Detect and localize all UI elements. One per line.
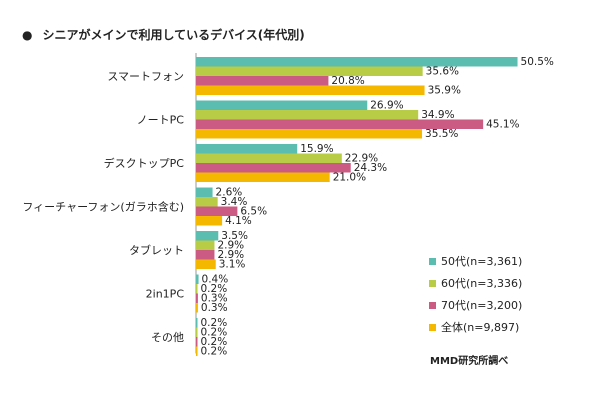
category-label: フィーチャーフォン(ガラホ含む) <box>22 200 184 214</box>
bar <box>196 284 198 294</box>
bar <box>196 85 425 95</box>
data-label: 26.9% <box>370 100 403 112</box>
legend-swatch <box>429 258 436 265</box>
category-label: デスクトップPC <box>104 156 185 170</box>
bar <box>196 259 216 269</box>
category-label: 2in1PC <box>146 288 185 301</box>
data-label: 6.5% <box>240 206 267 218</box>
data-label: 2.9% <box>217 240 244 252</box>
data-label: 35.9% <box>428 85 461 97</box>
bar <box>196 172 330 182</box>
bar <box>196 250 215 260</box>
data-label: 0.2% <box>201 336 228 348</box>
bar <box>196 66 423 76</box>
bar <box>196 274 199 284</box>
data-label: 35.6% <box>426 66 459 78</box>
legend-entry: 50代(n=3,361) <box>441 255 522 268</box>
bar <box>196 129 423 139</box>
data-label: 2.6% <box>216 187 243 199</box>
bar <box>196 119 484 129</box>
category-label: その他 <box>151 331 184 344</box>
bar <box>196 327 198 337</box>
data-label: 21.0% <box>333 172 366 184</box>
data-label: 45.1% <box>486 119 519 131</box>
bar <box>196 110 419 120</box>
category-label: タブレット <box>129 243 184 257</box>
bar <box>196 163 351 173</box>
data-label: 0.3% <box>201 293 228 305</box>
chart-title: シニアがメインで利用しているデバイス(年代別) <box>42 28 305 42</box>
bar <box>196 206 238 216</box>
chart-title-row: ● シニアがメインで利用しているデバイス(年代別) <box>22 26 305 43</box>
bar <box>196 100 368 110</box>
bar <box>196 293 198 303</box>
legend-entry: 70代(n=3,200) <box>441 299 522 312</box>
data-label: 0.2% <box>201 327 228 339</box>
legend-swatch <box>429 302 436 309</box>
bar <box>196 216 223 226</box>
data-label: 20.8% <box>331 75 364 87</box>
category-label: ノートPC <box>137 114 185 127</box>
legend-entry: 60代(n=3,336) <box>441 277 522 290</box>
bar <box>196 153 342 163</box>
legend-entry: 全体(n=9,897) <box>441 320 519 334</box>
data-label: 24.3% <box>354 162 387 174</box>
data-label: 0.4% <box>202 274 229 286</box>
data-label: 0.3% <box>201 302 228 314</box>
data-label: 3.5% <box>221 230 248 242</box>
bar <box>196 144 298 154</box>
bar <box>196 318 198 328</box>
data-label: 15.9% <box>300 143 333 155</box>
legend-swatch <box>429 324 436 331</box>
data-label: 22.9% <box>345 153 378 165</box>
title-bullet-icon: ● <box>22 27 33 42</box>
data-label: 3.4% <box>221 196 248 208</box>
bar <box>196 231 219 241</box>
bar <box>196 337 198 347</box>
data-label: 34.9% <box>421 109 454 121</box>
bar <box>196 240 215 250</box>
bar <box>196 187 213 197</box>
bar <box>196 346 198 356</box>
legend-swatch <box>429 280 436 287</box>
data-label: 0.2% <box>201 317 228 329</box>
data-label: 35.5% <box>425 128 458 140</box>
bar <box>196 303 198 313</box>
data-label: 50.5% <box>521 56 554 68</box>
category-label: スマートフォン <box>107 70 184 83</box>
bar <box>196 57 518 67</box>
data-label: 4.1% <box>225 215 252 227</box>
data-label: 0.2% <box>201 346 228 358</box>
data-label: 2.9% <box>217 249 244 261</box>
bar <box>196 76 329 86</box>
bar <box>196 197 218 207</box>
data-label: 0.2% <box>201 283 228 295</box>
data-label: 3.1% <box>219 259 246 271</box>
source-note: MMD研究所調べ <box>430 356 509 367</box>
